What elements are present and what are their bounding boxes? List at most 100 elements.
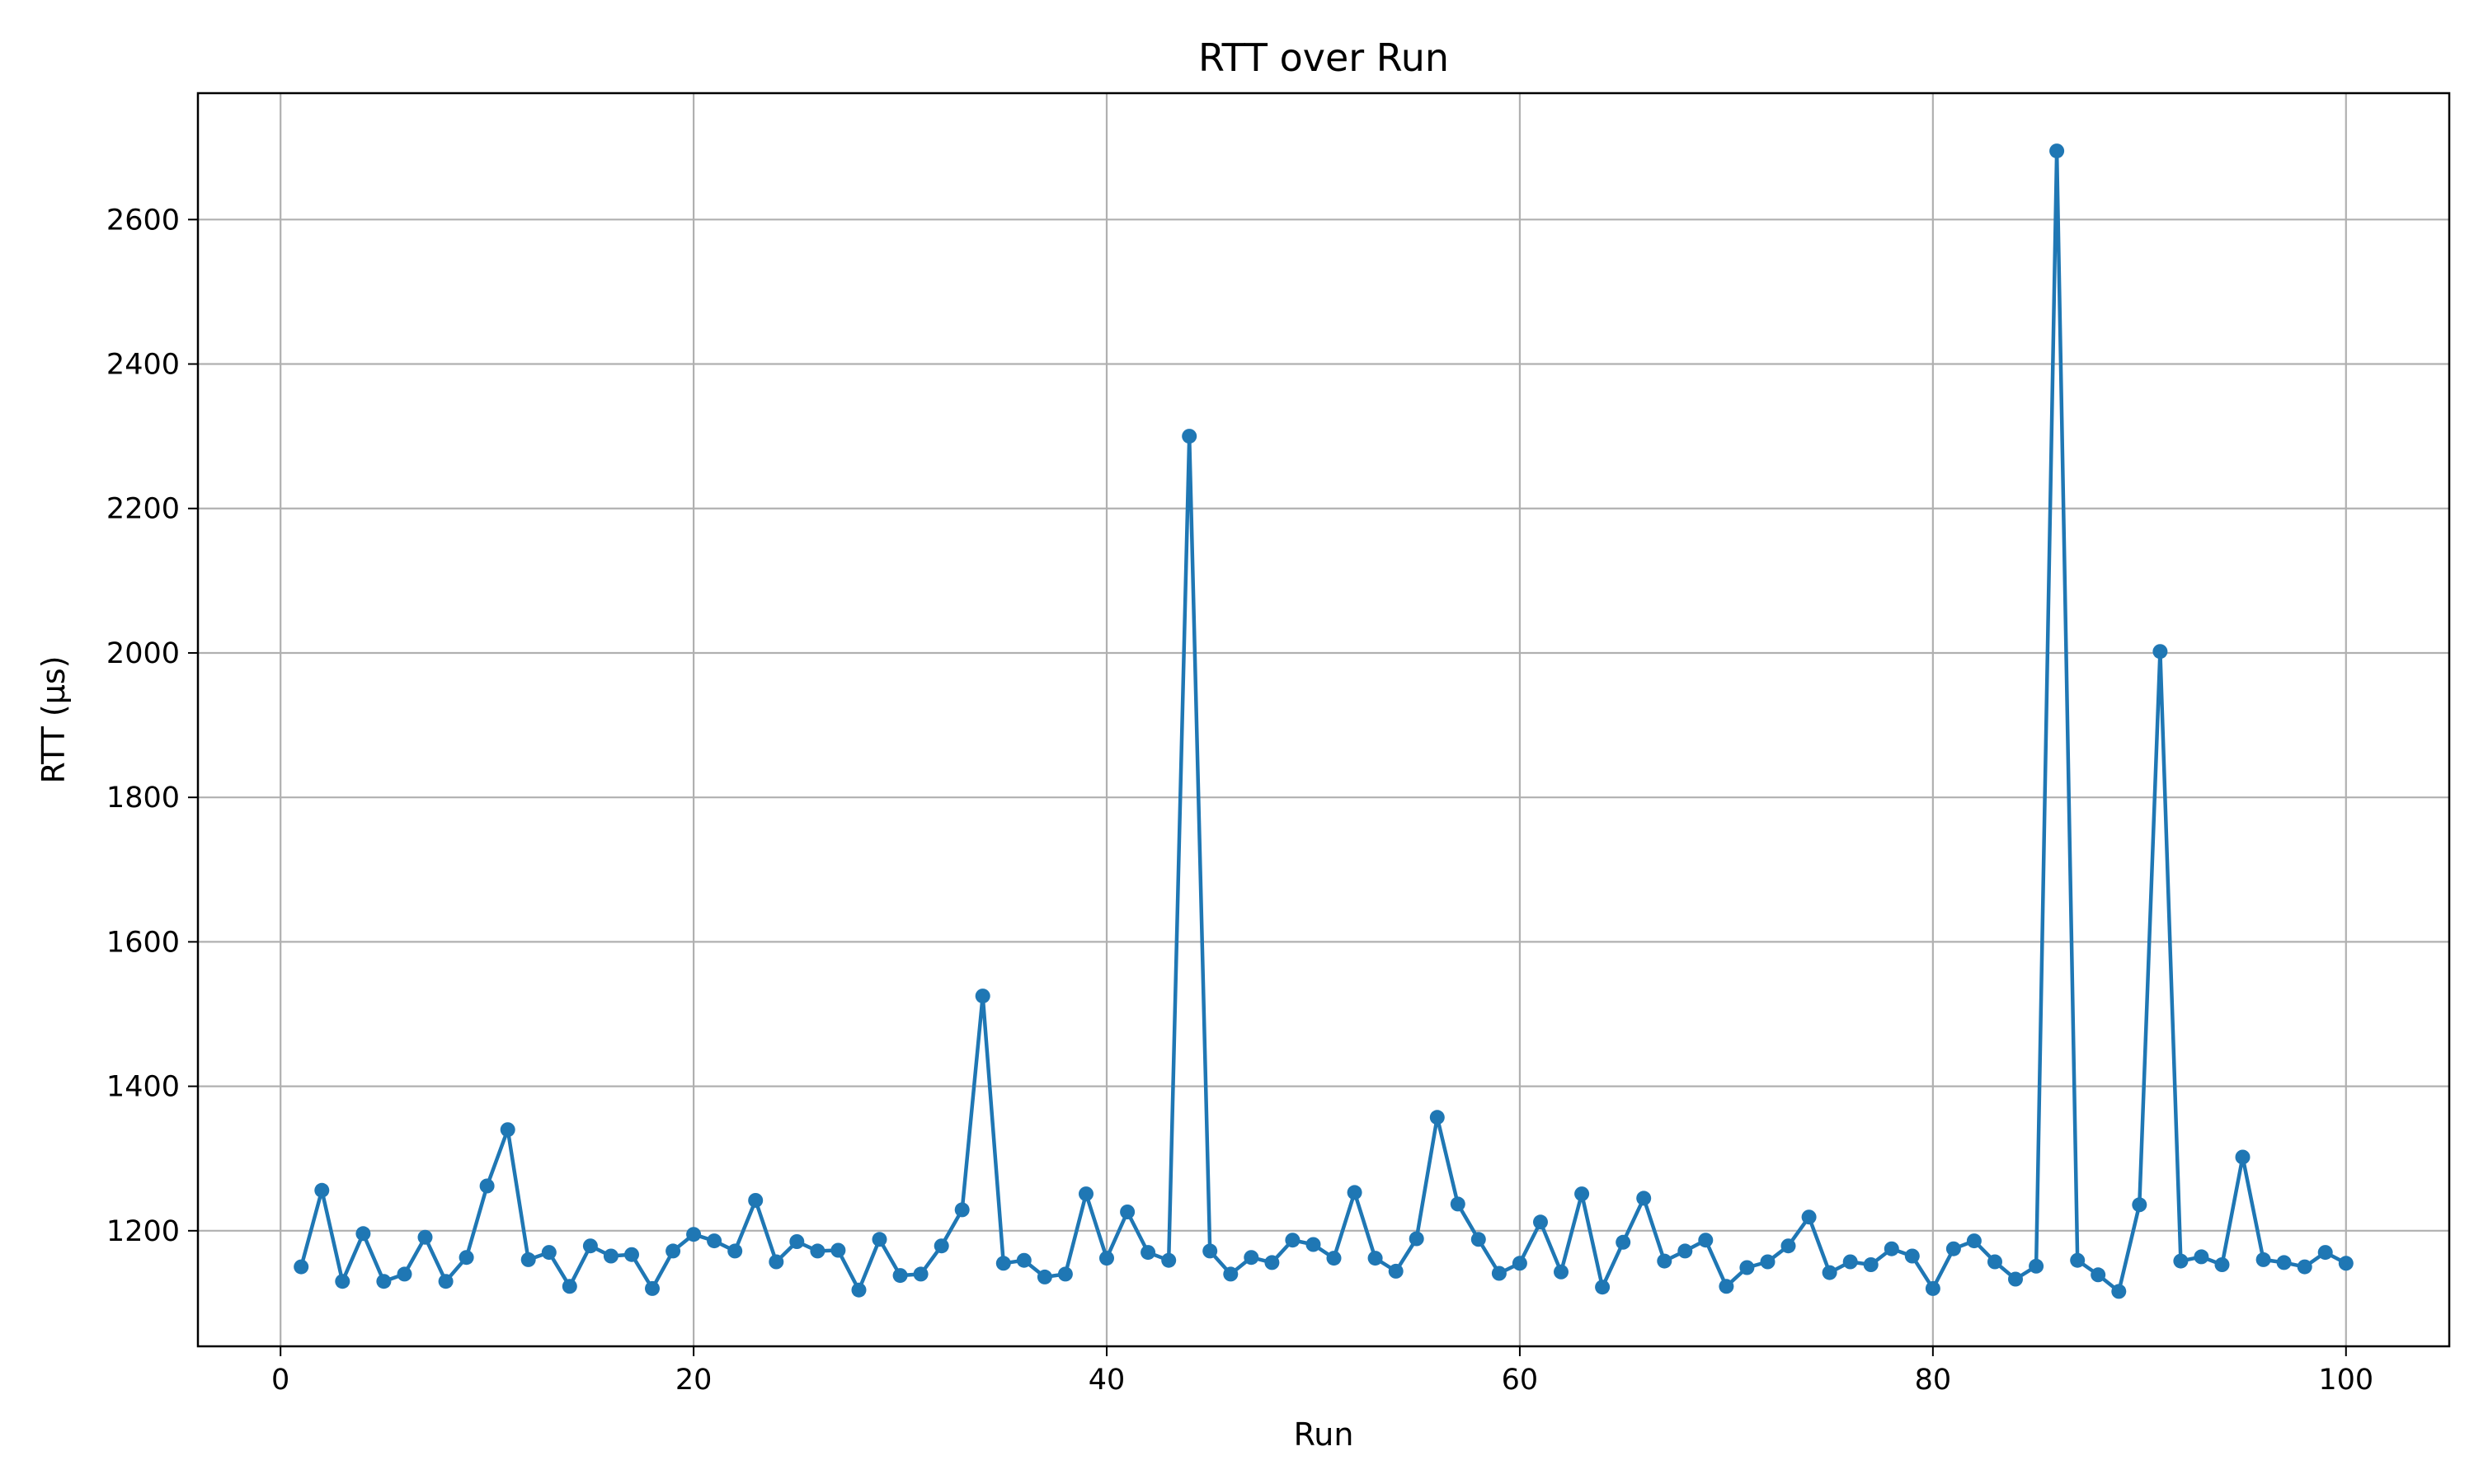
data-point [1120, 1205, 1136, 1219]
data-point [954, 1202, 970, 1218]
data-point [1945, 1241, 1961, 1256]
data-point [1698, 1233, 1714, 1248]
data-point [1491, 1266, 1507, 1281]
series-line [299, 148, 2347, 1294]
data-point [1202, 1243, 1218, 1259]
data-point [975, 989, 990, 1004]
data-point [1677, 1243, 1693, 1259]
data-point [872, 1232, 887, 1247]
data-point [934, 1238, 949, 1254]
data-point [2049, 143, 2065, 159]
data-point [748, 1193, 764, 1208]
data-point [2111, 1284, 2127, 1299]
x-tick-label: 80 [1915, 1364, 1952, 1397]
data-point [1016, 1252, 1032, 1268]
y-tick-label: 2000 [106, 637, 180, 670]
data-point [2152, 644, 2168, 660]
data-point [666, 1243, 681, 1259]
data-point [1367, 1251, 1383, 1266]
y-tick-label: 1400 [106, 1071, 180, 1104]
data-point [417, 1229, 433, 1245]
data-point [1636, 1190, 1652, 1206]
data-point [1182, 429, 1197, 444]
data-point [479, 1178, 495, 1194]
data-point [1512, 1256, 1527, 1271]
data-point [1161, 1252, 1177, 1268]
chart-title: RTT over Run [1198, 35, 1449, 80]
data-point [686, 1227, 702, 1242]
data-point [520, 1252, 536, 1267]
data-point [2338, 1256, 2354, 1271]
data-point [1264, 1255, 1280, 1270]
data-point [892, 1268, 908, 1284]
data-point [603, 1248, 618, 1264]
data-point [294, 1259, 309, 1275]
data-point [500, 1122, 515, 1138]
data-point [1326, 1251, 1342, 1266]
data-point [913, 1266, 929, 1282]
data-point [1780, 1238, 1796, 1254]
data-point [1822, 1265, 1837, 1280]
data-point [2276, 1255, 2292, 1270]
data-point [789, 1234, 805, 1249]
data-point [2008, 1271, 2023, 1287]
data-point [1037, 1269, 1052, 1284]
data-point [1739, 1260, 1755, 1275]
data-point [1904, 1248, 1920, 1264]
data-point [438, 1274, 454, 1289]
data-point [562, 1279, 577, 1294]
data-point [1842, 1254, 1858, 1270]
x-axis-label: Run [1294, 1416, 1354, 1453]
data-point [727, 1243, 743, 1259]
y-tick-label: 2600 [106, 204, 180, 237]
data-point [314, 1182, 330, 1198]
data-point [1285, 1233, 1300, 1248]
data-point [995, 1256, 1011, 1271]
data-point [2235, 1149, 2251, 1165]
data-point [1533, 1214, 1548, 1230]
data-point [1141, 1245, 1156, 1261]
data-point [397, 1266, 412, 1282]
data-point [335, 1274, 350, 1289]
data-point [1574, 1186, 1590, 1202]
data-point [1057, 1266, 1073, 1282]
data-point [2091, 1267, 2106, 1283]
data-point [2070, 1252, 2086, 1268]
data-point [2132, 1197, 2147, 1213]
data-point [2317, 1245, 2333, 1261]
x-tick-label: 0 [271, 1364, 289, 1397]
data-point [1409, 1231, 1424, 1247]
data-point [1450, 1196, 1465, 1212]
data-point [541, 1245, 557, 1261]
data-point [1595, 1280, 1611, 1295]
data-point [1760, 1254, 1776, 1270]
data-point [830, 1242, 846, 1258]
data-point [1966, 1233, 1982, 1249]
data-point [459, 1250, 474, 1266]
y-axis-label: RTT (µs) [35, 655, 72, 783]
data-point [2194, 1249, 2209, 1265]
data-point [1863, 1257, 1879, 1272]
data-point [376, 1274, 392, 1289]
data-point [1223, 1266, 1239, 1282]
data-point [1719, 1279, 1734, 1294]
data-point [582, 1238, 598, 1254]
data-point [2255, 1252, 2271, 1267]
grid-lines [198, 93, 2449, 1346]
data-point [1987, 1254, 2002, 1270]
x-tick-label: 40 [1089, 1364, 1126, 1397]
data-point [2173, 1253, 2189, 1269]
data-point [1801, 1209, 1817, 1225]
data-point [1657, 1253, 1672, 1269]
data-point [707, 1233, 722, 1249]
y-tick-label: 2400 [106, 349, 180, 382]
data-point [1925, 1280, 1940, 1296]
data-point [2029, 1258, 2044, 1274]
data-point [1884, 1241, 1899, 1256]
y-tick-label: 1800 [106, 782, 180, 815]
data-point [2214, 1257, 2230, 1272]
data-point [1244, 1250, 1259, 1266]
data-point [1470, 1232, 1486, 1247]
